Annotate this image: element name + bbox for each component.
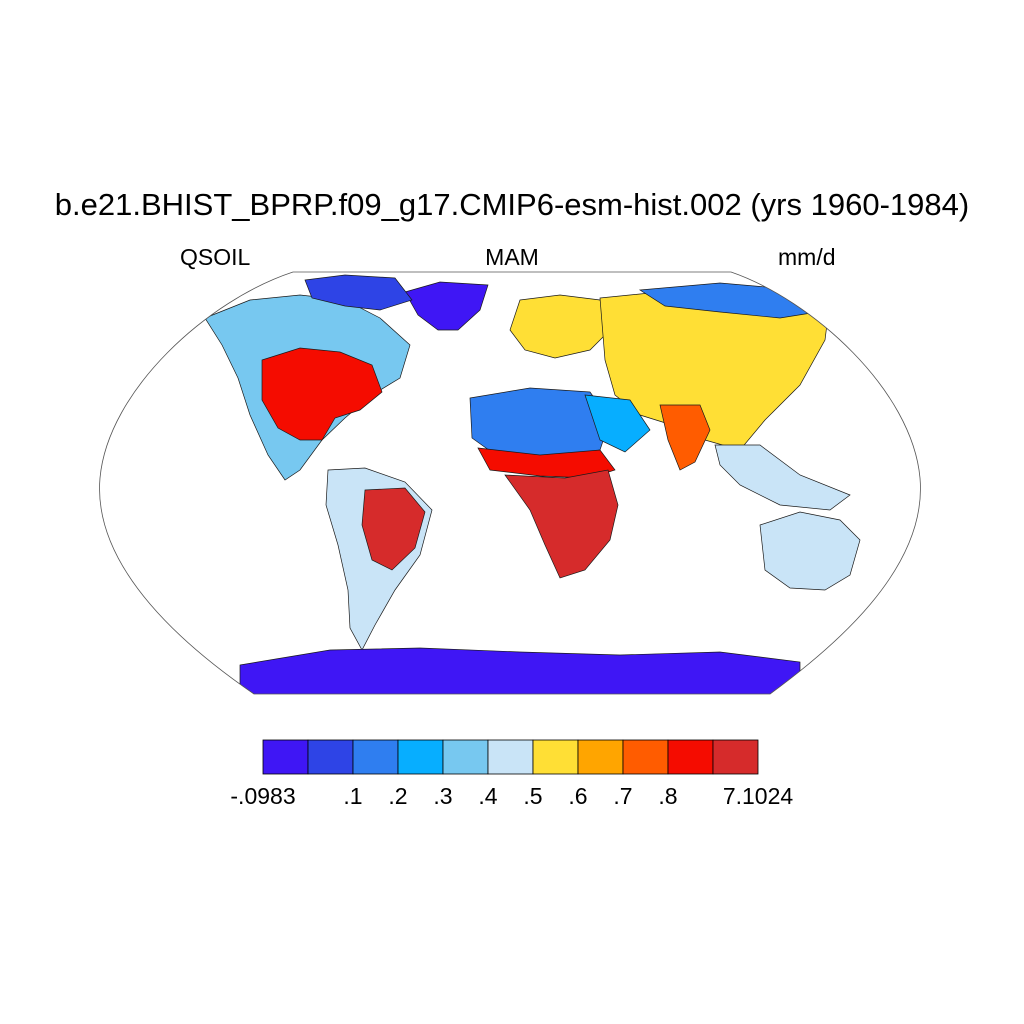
region-antarctica [239,647,801,694]
region-canadian-arctic [304,274,413,311]
variable-label: QSOIL [180,244,251,270]
colorbar-tick-label: -.0983 [230,783,295,809]
colorbar-tick-label: 7.1024 [723,783,794,809]
colorbar-box [667,739,714,775]
season-label: MAM [485,244,539,270]
colorbar-tick-label: .2 [388,783,407,809]
colorbar-tick-label: .4 [478,783,497,809]
colorbar-box [397,739,444,775]
region-arabia [584,394,651,453]
region-australia [759,511,861,591]
colorbar-tick-label: .5 [523,783,542,809]
colorbar-tick-label: .8 [658,783,677,809]
colorbar-tick-label: .7 [613,783,632,809]
colorbar-box [577,739,624,775]
region-southeast-asia [714,444,851,511]
plot-title: b.e21.BHIST_BPRP.f09_g17.CMIP6-esm-hist.… [54,187,970,222]
colorbar-tick-label: .6 [568,783,587,809]
colorbar-tick-label: .1 [343,783,362,809]
colorbar-box [622,739,669,775]
colorbar-box [532,739,579,775]
colorbar-box [307,739,354,775]
region-europe [509,294,611,359]
colorbar-box [352,739,399,775]
units-label: mm/d [778,244,836,270]
colorbar-tick-label: .3 [433,783,452,809]
colorbar-box [487,739,534,775]
region-india [659,404,711,471]
colorbar-box [442,739,489,775]
map-frame [99,271,921,695]
region-southern-africa [504,469,619,579]
region-eastern-united-states [261,347,383,441]
colorbar-box [262,739,309,775]
colorbar-box [712,739,759,775]
region-amazon-brazil [361,487,426,571]
region-greenland [404,281,489,331]
